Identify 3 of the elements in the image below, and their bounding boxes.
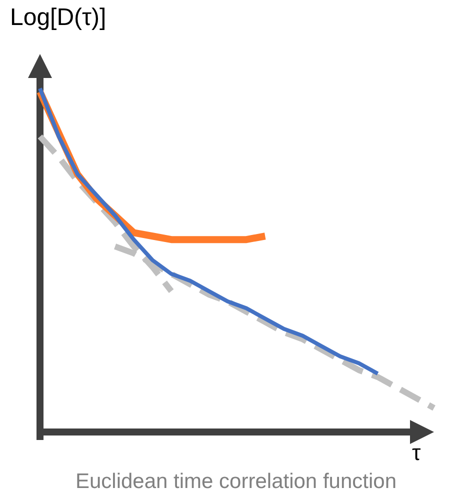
- y-axis-title: Log[D(τ)]: [10, 4, 106, 32]
- text: Euclidean time correlation function: [74, 470, 398, 494]
- x-axis-title: τ: [412, 440, 421, 466]
